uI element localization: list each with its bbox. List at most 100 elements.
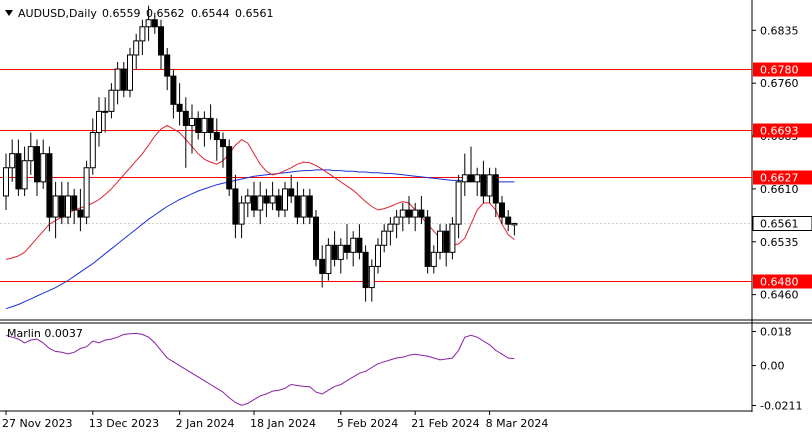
candle-body-42 [263, 195, 270, 204]
candle-body-43 [269, 195, 276, 204]
symbol-dropdown-icon[interactable] [5, 10, 13, 16]
price-tick-label-5: 0.6460 [760, 289, 799, 302]
candle-body-40 [251, 195, 257, 211]
candle-3 [21, 146, 28, 196]
candle-50 [313, 210, 319, 267]
candle-body-17 [108, 89, 115, 112]
candle-42 [263, 188, 270, 218]
candle-body-80 [499, 202, 505, 218]
candle-12 [77, 188, 84, 232]
candle-body-24 [151, 19, 158, 28]
candle-75 [468, 146, 474, 183]
candle-body-11 [71, 195, 78, 211]
candle-body-48 [300, 195, 307, 218]
candle-body-64 [399, 209, 406, 218]
candle-body-16 [102, 110, 109, 113]
level-label-bg-3 [753, 274, 812, 289]
candle-body-32 [201, 117, 208, 134]
candle-body-76 [474, 174, 481, 183]
symbol-label: AUDUSD,Daily [18, 7, 97, 20]
candle-7 [46, 146, 53, 232]
candle-33 [207, 104, 214, 140]
candle-body-67 [418, 209, 425, 218]
time-tick-label-4: 5 Feb 2024 [337, 417, 398, 430]
candle-17 [108, 83, 115, 119]
candle-37 [232, 174, 239, 239]
candle-31 [195, 111, 202, 140]
candle-21 [133, 33, 140, 70]
candle-80 [499, 195, 505, 225]
candle-29 [182, 97, 189, 168]
level-label-3: 0.6480 [760, 276, 799, 289]
candle-11 [71, 188, 78, 225]
candle-81 [505, 210, 512, 232]
candle-53 [331, 231, 338, 267]
candle-45 [282, 181, 288, 218]
candle-40 [251, 181, 257, 218]
candle-82 [511, 222, 518, 236]
candle-body-23 [145, 19, 152, 28]
candle-15 [96, 97, 102, 147]
candle-8 [52, 181, 59, 239]
candle-1 [9, 139, 16, 182]
candle-body-36 [226, 146, 233, 190]
candle-body-21 [133, 40, 140, 56]
candle-41 [257, 181, 264, 225]
candle-22 [139, 19, 146, 55]
candle-body-71 [443, 230, 450, 253]
candles [3, 5, 518, 302]
osc-tick-label-1: 0.00 [760, 360, 785, 373]
time-axis: 27 Nov 2023 13 Dec 2023 2 Jan 2024 18 Jan 2… [2, 411, 548, 430]
candle-body-12 [77, 209, 84, 218]
candle-body-30 [189, 117, 195, 126]
candle-16 [102, 97, 109, 133]
candle-body-51 [319, 258, 326, 274]
candle-0 [3, 153, 9, 211]
level-label-0: 0.6780 [760, 64, 799, 77]
candle-60 [375, 238, 381, 274]
candle-body-70 [437, 230, 443, 253]
candle-68 [424, 210, 431, 274]
candle-body-20 [127, 54, 133, 91]
time-tick-label-5: 21 Feb 2024 [411, 417, 479, 430]
candle-76 [474, 167, 481, 196]
ma-blue-line [5, 169, 515, 310]
candle-body-54 [337, 244, 344, 260]
candle-69 [430, 245, 437, 274]
candle-56 [350, 231, 357, 267]
candle-43 [269, 181, 276, 211]
candle-35 [220, 132, 226, 168]
candle-body-39 [244, 195, 251, 204]
candle-24 [151, 12, 158, 34]
candle-body-44 [275, 195, 282, 211]
candle-4 [27, 132, 34, 175]
candle-body-8 [52, 195, 59, 218]
candle-body-77 [480, 174, 487, 197]
candle-36 [226, 139, 233, 196]
candle-body-66 [412, 209, 419, 218]
candle-body-53 [331, 244, 338, 260]
candle-body-65 [406, 209, 412, 218]
candle-body-19 [120, 68, 127, 91]
ohlc-high: 0.6562 [146, 7, 185, 20]
candle-55 [344, 224, 350, 260]
current-price-label: 0.6561 [760, 218, 799, 231]
price-tick-label-4: 0.6535 [760, 236, 799, 249]
candle-20 [127, 47, 133, 98]
candle-body-0 [3, 167, 9, 197]
candle-body-79 [492, 174, 499, 204]
candle-body-49 [306, 195, 313, 218]
candle-body-27 [170, 75, 177, 105]
ohlc-low: 0.6544 [191, 7, 230, 20]
candle-54 [337, 238, 344, 274]
candle-62 [387, 217, 394, 246]
candle-58 [362, 245, 369, 302]
price-tick-label-0: 0.6835 [760, 24, 799, 37]
candle-13 [83, 160, 90, 225]
candle-body-69 [430, 251, 437, 267]
oscillator-line [5, 332, 515, 406]
candle-body-33 [207, 117, 214, 134]
candle-body-55 [344, 244, 350, 253]
candle-body-14 [89, 132, 96, 169]
current-price-label-bg [752, 216, 812, 231]
